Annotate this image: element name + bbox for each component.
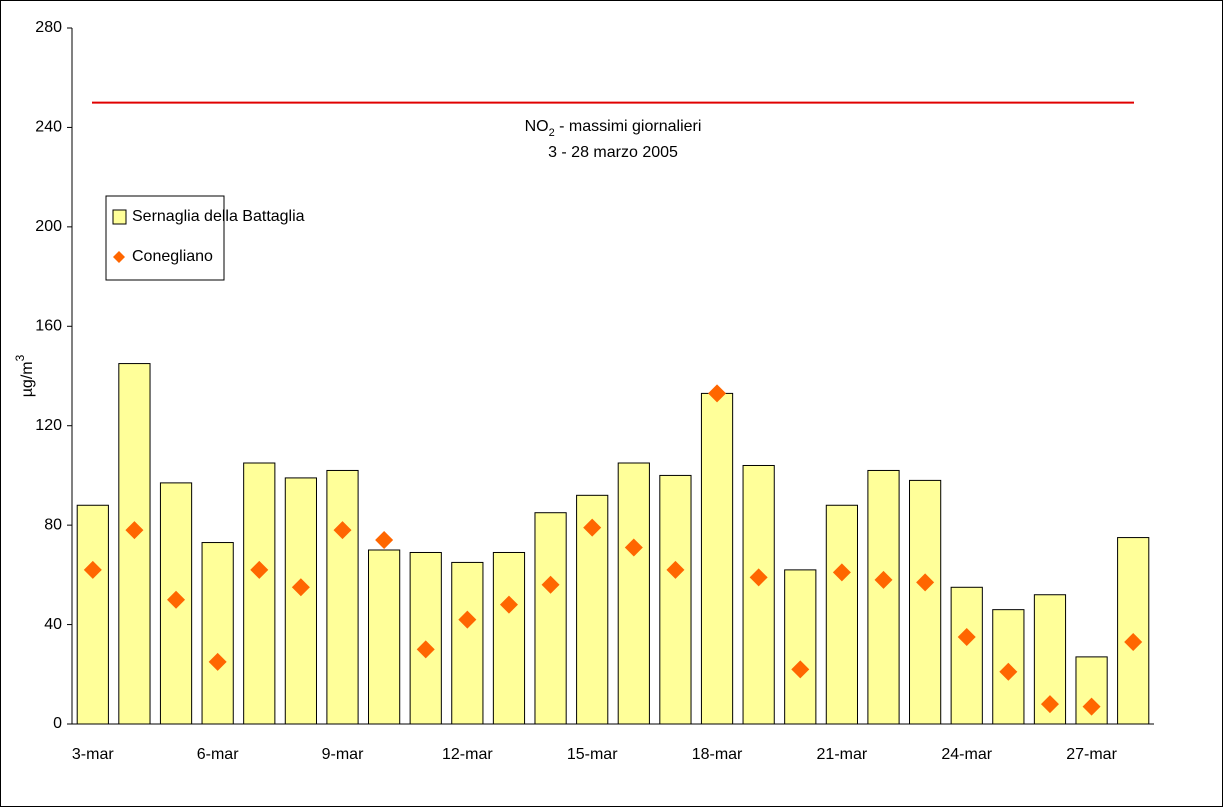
x-tick-label: 27-mar bbox=[1066, 746, 1117, 763]
bar bbox=[451, 561, 484, 725]
legend-swatch bbox=[113, 251, 125, 263]
bar bbox=[867, 469, 900, 725]
title-suffix: - massimi giornalieri bbox=[555, 118, 702, 135]
bar bbox=[243, 462, 276, 725]
marker bbox=[957, 628, 976, 646]
title-prefix: NO bbox=[525, 118, 549, 135]
bar bbox=[950, 586, 983, 725]
x-tick-label: 15-mar bbox=[567, 746, 618, 763]
bar bbox=[1117, 537, 1150, 725]
marker bbox=[208, 652, 227, 671]
x-tick-label: 18-mar bbox=[692, 746, 743, 763]
title-subscript: 2 bbox=[549, 127, 555, 139]
marker bbox=[791, 660, 810, 679]
marker bbox=[499, 595, 518, 614]
x-tick-label: 6-mar bbox=[197, 746, 239, 763]
bar bbox=[492, 551, 526, 725]
y-tick-label: 200 bbox=[35, 218, 62, 235]
y-label-text: µg/m bbox=[19, 361, 36, 397]
x-tick-label: 3-mar bbox=[72, 746, 114, 763]
marker bbox=[83, 560, 102, 579]
x-tick-label: 12-mar bbox=[442, 746, 493, 763]
bar bbox=[326, 469, 359, 725]
y-tick-label: 280 bbox=[35, 19, 62, 36]
marker bbox=[291, 578, 310, 597]
marker bbox=[250, 560, 269, 579]
y-tick-label: 40 bbox=[44, 616, 62, 633]
bar bbox=[742, 464, 775, 725]
x-tick-label: 9-mar bbox=[322, 746, 364, 763]
marker bbox=[749, 568, 768, 587]
marker bbox=[916, 573, 935, 592]
marker bbox=[1124, 632, 1143, 651]
marker bbox=[583, 518, 602, 537]
x-tick-label: 24-mar bbox=[941, 746, 992, 763]
x-tick-label: 21-mar bbox=[817, 746, 868, 763]
marker bbox=[1040, 695, 1059, 714]
marker bbox=[708, 384, 727, 403]
chart-title: NO2 - massimi giornalieri bbox=[525, 118, 702, 139]
y-tick-label: 80 bbox=[44, 516, 62, 533]
marker bbox=[375, 531, 394, 550]
bar bbox=[118, 363, 151, 725]
marker bbox=[999, 662, 1018, 681]
y-tick-label: 0 bbox=[53, 715, 62, 732]
bar bbox=[825, 504, 858, 725]
bar bbox=[368, 549, 401, 725]
marker bbox=[541, 575, 560, 594]
y-tick-label: 160 bbox=[35, 318, 62, 335]
legend-label: Sernaglia della Battaglia bbox=[132, 208, 305, 225]
bar bbox=[409, 551, 442, 725]
bar bbox=[700, 392, 734, 725]
bar bbox=[784, 569, 817, 725]
marker bbox=[458, 610, 477, 629]
bar bbox=[909, 479, 942, 725]
marker bbox=[874, 570, 893, 589]
marker bbox=[167, 590, 186, 609]
legend-swatch bbox=[112, 209, 127, 225]
marker bbox=[624, 538, 643, 557]
marker bbox=[416, 640, 435, 659]
y-axis-label: µg/m3 bbox=[13, 354, 36, 397]
bar bbox=[659, 474, 692, 725]
marker bbox=[125, 521, 144, 540]
y-tick-label: 120 bbox=[35, 417, 62, 434]
y-tick-label: 240 bbox=[35, 119, 62, 136]
marker bbox=[333, 521, 352, 540]
marker bbox=[1082, 697, 1101, 716]
marker bbox=[666, 560, 685, 579]
bar bbox=[617, 462, 650, 725]
chart-subtitle: 3 - 28 marzo 2005 bbox=[548, 144, 678, 161]
marker bbox=[832, 563, 851, 582]
bar bbox=[201, 542, 234, 725]
y-label-superscript: 3 bbox=[13, 354, 27, 361]
bar bbox=[284, 477, 317, 725]
bar bbox=[76, 504, 109, 725]
legend-label: Conegliano bbox=[132, 248, 213, 265]
bar bbox=[534, 512, 567, 725]
